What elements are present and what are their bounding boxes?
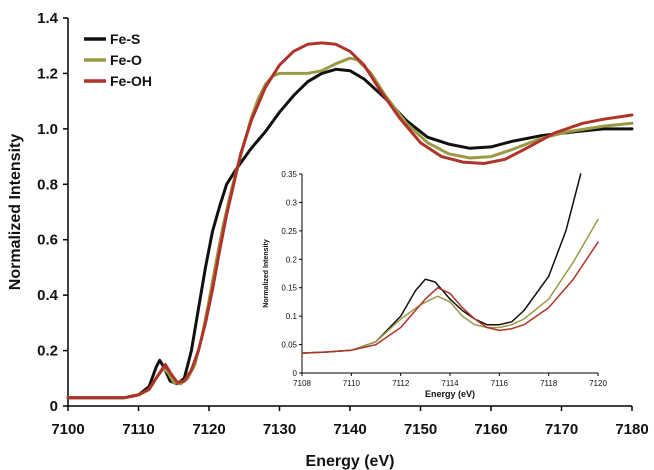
inset-plot: 7108 7110 7112 7114 7116 7118 7120 0 0.05 0.1 0.15… bbox=[258, 168, 630, 404]
main-x-tick-label: 7140 bbox=[333, 421, 366, 438]
inset-y-tick-label: 0.1 bbox=[286, 312, 298, 321]
inset-x-tick-label: 7112 bbox=[392, 379, 410, 388]
main-x-tick-label: 7170 bbox=[545, 421, 578, 438]
main-x-tick-label: 7100 bbox=[51, 421, 84, 438]
main-plot: 7100 7110 7120 7130 7140 7150 7160 7170 7180 0 0.2… bbox=[7, 10, 649, 470]
main-y-tick-label: 0.6 bbox=[37, 232, 58, 249]
inset-x-tick-label: 7108 bbox=[293, 379, 311, 388]
main-y-tick-label: 1.2 bbox=[37, 65, 58, 82]
main-x-tick-label: 7180 bbox=[615, 421, 648, 438]
legend-label-fe-o: Fe-O bbox=[110, 52, 142, 68]
main-series-fe-o bbox=[66, 56, 634, 400]
main-series-fe-oh bbox=[66, 41, 634, 400]
inset-y-tick-label: 0.35 bbox=[281, 170, 297, 179]
inset-x-axis-title: Energy (eV) bbox=[425, 389, 475, 399]
inset-x-tick-label: 7114 bbox=[441, 379, 459, 388]
legend-label-fe-oh: Fe-OH bbox=[110, 73, 152, 89]
main-x-tick-label: 7110 bbox=[122, 421, 155, 438]
inset-y-tick-label: 0.05 bbox=[281, 341, 297, 350]
inset-x-tick-label: 7120 bbox=[589, 379, 607, 388]
main-y-tick-label: 0.8 bbox=[37, 176, 58, 193]
main-y-tick-label: 0 bbox=[50, 398, 58, 415]
main-y-tick-label: 1.4 bbox=[37, 10, 59, 27]
inset-y-tick-label: 0.2 bbox=[286, 255, 298, 264]
main-x-tick-label: 7120 bbox=[192, 421, 225, 438]
main-y-tick-label: 0.2 bbox=[37, 343, 58, 360]
inset-y-tick-label: 0.15 bbox=[281, 284, 297, 293]
inset-series-fe-oh bbox=[301, 241, 599, 354]
main-x-tick-label: 7160 bbox=[474, 421, 507, 438]
main-x-axis-title: Energy (eV) bbox=[306, 453, 395, 470]
legend-label-fe-s: Fe-S bbox=[110, 31, 140, 47]
main-y-tick-label: 0.4 bbox=[37, 287, 59, 304]
inset-y-tick-label: 0.3 bbox=[286, 198, 298, 207]
inset-series-fe-o bbox=[301, 218, 599, 354]
main-y-axis-title: Normalized Intensity bbox=[7, 134, 24, 291]
main-x-tick-label: 7150 bbox=[404, 421, 437, 438]
inset-background bbox=[258, 168, 630, 404]
legend: Fe-S Fe-O Fe-OH bbox=[84, 31, 152, 89]
inset-y-tick-label: 0 bbox=[293, 369, 298, 378]
inset-y-axis-title: Normalized Intensity bbox=[263, 239, 270, 308]
main-y-tick-label: 1.0 bbox=[37, 121, 58, 138]
main-x-tick-label: 7130 bbox=[263, 421, 296, 438]
inset-x-tick-label: 7110 bbox=[343, 379, 361, 388]
inset-y-tick-label: 0.25 bbox=[281, 227, 297, 236]
inset-x-tick-label: 7118 bbox=[540, 379, 558, 388]
inset-x-tick-label: 7116 bbox=[491, 379, 509, 388]
